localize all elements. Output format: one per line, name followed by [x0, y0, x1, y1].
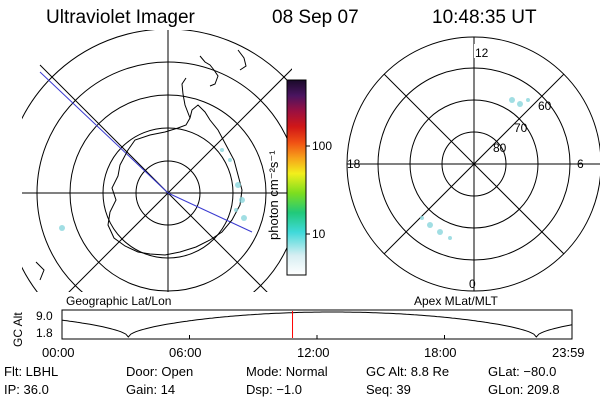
mlat-label-60: 60	[538, 99, 552, 113]
info-mode: Mode: Normal	[246, 364, 328, 379]
mlt-map	[346, 36, 600, 292]
gc-alt-curve	[61, 311, 573, 338]
coast-fragment-ne	[237, 49, 247, 71]
south-america-coast	[199, 55, 219, 87]
time-label: 10:48:35 UT	[432, 7, 537, 28]
timeline-ytick-9: 9.0	[36, 309, 53, 323]
mlat-label-70: 70	[514, 121, 528, 135]
meridian-d1	[39, 64, 268, 292]
info-door: Door: Open	[126, 364, 194, 379]
timeline-xticks	[189, 335, 445, 339]
timeline-xtick-2: 12:00	[297, 345, 330, 360]
terminator-line-2	[167, 192, 253, 233]
right-panel-label: Apex MLat/MLT	[414, 294, 498, 308]
mlat-label-80: 80	[493, 141, 507, 155]
timeline-xtick-1: 06:00	[169, 345, 202, 360]
info-glon: GLon: 209.8	[488, 382, 560, 397]
info-seq: Seq: 39	[366, 382, 411, 397]
coast-fragment-sw	[35, 261, 45, 281]
timeline-xtick-0: 00:00	[42, 345, 75, 360]
colorbar-label-10: 10	[312, 227, 326, 241]
mlt-diag-2	[383, 73, 565, 255]
timeline-ylabel: GC Alt	[11, 312, 25, 347]
aurora-left	[59, 148, 247, 231]
timeline-frame	[61, 309, 573, 340]
terminator-line-1	[39, 71, 169, 194]
geographic-map	[22, 30, 292, 292]
instrument-title: Ultraviolet Imager	[46, 7, 195, 28]
colorbar-label-100: 100	[312, 139, 332, 153]
meridian-d2	[68, 68, 292, 292]
timeline-xtick-4: 23:59	[552, 345, 585, 360]
timeline-ytick-1: 1.8	[36, 326, 53, 340]
aurora-right	[420, 97, 530, 240]
info-gcalt: GC Alt: 8.8 Re	[366, 364, 450, 379]
timeline-xtick-3: 18:00	[424, 345, 457, 360]
mlt-label-18: 18	[347, 157, 361, 171]
mlt-label-12: 12	[475, 46, 489, 60]
left-panel-label: Geographic Lat/Lon	[66, 294, 171, 308]
antarctic-peninsula	[181, 77, 191, 119]
colorbar-unit-label: photon cm⁻²s⁻¹	[266, 150, 281, 240]
mlt-label-6: 6	[577, 157, 584, 171]
info-ip: IP: 36.0	[4, 382, 49, 397]
mlt-label-12-bg	[474, 44, 488, 58]
info-dsp: Dsp: −1.0	[246, 382, 303, 397]
info-glat: GLat: −80.0	[488, 364, 557, 379]
left-frame	[21, 30, 292, 292]
info-gain: Gain: 14	[126, 382, 176, 397]
info-flt: Flt: LBHL	[4, 364, 59, 379]
mlt-label-0: 0	[469, 277, 476, 291]
colorbar	[286, 79, 307, 276]
date-label: 08 Sep 07	[272, 7, 359, 28]
